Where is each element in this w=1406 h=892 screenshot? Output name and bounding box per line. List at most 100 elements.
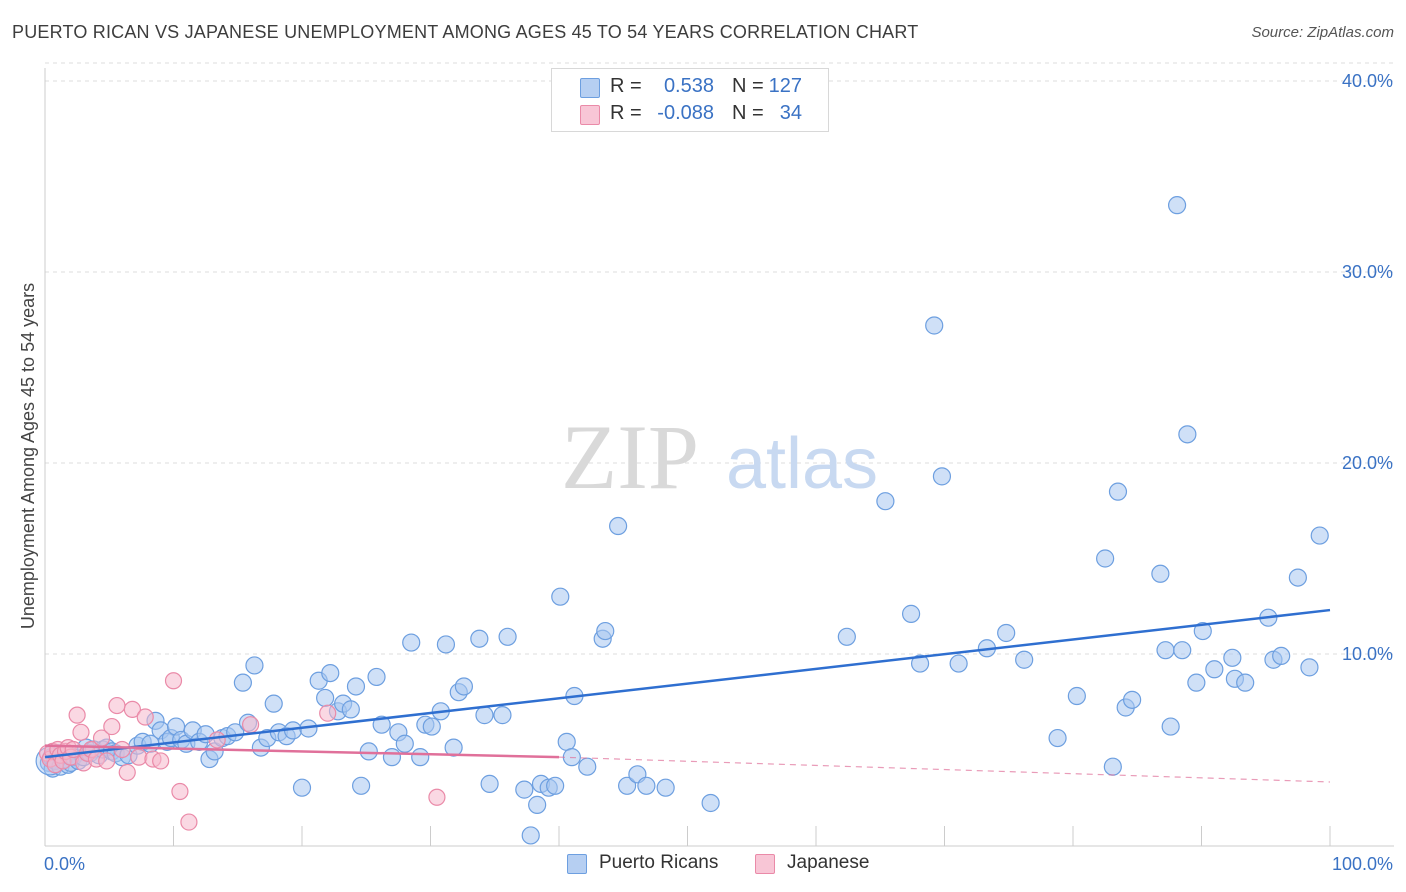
data-point-puerto-ricans — [1288, 568, 1307, 587]
legend-n-value: 34 — [779, 102, 802, 124]
data-point-japanese — [208, 731, 226, 749]
data-point-puerto-ricans — [997, 623, 1016, 643]
data-point-puerto-ricans — [656, 778, 675, 797]
grid — [45, 62, 1394, 655]
tick-labels: 10.0% 20.0% 30.0% 40.0% 0.0% 100.0% — [44, 71, 1393, 874]
data-point-puerto-ricans — [546, 776, 565, 795]
bottom-legend-label: Puerto Ricans — [599, 852, 719, 873]
data-point-puerto-ricans — [1108, 482, 1128, 501]
data-point-puerto-ricans — [1193, 621, 1212, 641]
data-point-japanese — [103, 717, 121, 736]
data-point-puerto-ricans — [321, 663, 340, 683]
legend: R = 0.538 N = 127 R = -0.088 N = 34 — [551, 68, 829, 132]
y-axis-label: Unemployment Among Ages 45 to 54 years — [18, 283, 38, 629]
data-point-puerto-ricans — [876, 492, 895, 511]
data-point-puerto-ricans — [932, 467, 952, 486]
data-point-puerto-ricans — [1300, 658, 1319, 677]
legend-r-value: -0.088 — [657, 102, 714, 124]
data-point-puerto-ricans — [436, 635, 456, 654]
watermark: ZIP atlas — [561, 406, 878, 508]
data-point-puerto-ricans — [557, 732, 576, 751]
x-tick-label: 0.0% — [44, 854, 85, 874]
legend-r-value: 0.538 — [663, 75, 714, 97]
data-point-puerto-ricans — [1205, 660, 1224, 679]
data-point-puerto-ricans — [316, 688, 335, 708]
legend-r-label: R = — [610, 75, 642, 97]
legend-row-japanese: R = -0.088 N = 34 — [552, 102, 828, 128]
data-point-japanese — [136, 708, 154, 726]
data-point-puerto-ricans — [1173, 641, 1192, 660]
data-point-puerto-ricans — [346, 677, 366, 696]
watermark-atlas: atlas — [726, 424, 878, 504]
data-point-japanese — [118, 763, 136, 782]
data-point-puerto-ricans — [551, 587, 570, 606]
data-point-puerto-ricans — [910, 654, 930, 673]
legend-swatch-blue — [580, 78, 600, 98]
trend-line-japanese-extended — [558, 756, 1331, 783]
data-point-puerto-ricans — [233, 673, 252, 692]
trend-line-puerto-ricans — [44, 608, 1331, 759]
data-point-puerto-ricans — [949, 654, 968, 673]
legend-n-label: N = — [732, 75, 764, 97]
data-point-puerto-ricans — [1067, 686, 1086, 706]
data-point-puerto-ricans — [637, 776, 656, 795]
legend-swatch-pink — [580, 105, 600, 125]
data-point-puerto-ricans — [1187, 673, 1206, 692]
data-point-puerto-ricans — [1272, 646, 1291, 666]
data-point-puerto-ricans — [1123, 690, 1142, 709]
data-point-puerto-ricans — [341, 700, 360, 719]
data-point-puerto-ricans — [1310, 526, 1329, 545]
data-point-puerto-ricans — [359, 742, 378, 761]
chart-title: PUERTO RICAN VS JAPANESE UNEMPLOYMENT AM… — [12, 22, 919, 42]
data-point-puerto-ricans — [609, 516, 628, 536]
data-point-japanese — [123, 700, 141, 718]
data-point-puerto-ricans — [701, 793, 720, 813]
data-point-puerto-ricans — [292, 778, 312, 797]
data-point-puerto-ricans — [618, 776, 637, 795]
data-point-puerto-ricans — [444, 738, 463, 757]
data-point-puerto-ricans — [596, 621, 615, 641]
data-point-japanese — [180, 813, 198, 831]
data-point-puerto-ricans — [422, 717, 441, 736]
trend-lines — [44, 608, 1331, 783]
bottom-legend-swatch-blue — [567, 854, 587, 874]
data-point-puerto-ricans — [245, 656, 264, 675]
data-point-japanese — [428, 788, 446, 806]
trend-line-japanese — [44, 744, 560, 759]
data-point-puerto-ricans — [901, 604, 921, 623]
data-point-puerto-ricans — [1178, 425, 1197, 444]
data-point-puerto-ricans — [528, 795, 547, 814]
data-point-japanese — [72, 723, 90, 741]
data-point-puerto-ricans — [475, 706, 494, 725]
data-point-japanese — [164, 672, 183, 690]
data-point-japanese — [171, 782, 189, 801]
data-point-japanese — [242, 716, 260, 734]
data-point-puerto-ricans — [1103, 757, 1122, 776]
data-point-puerto-ricans — [264, 694, 283, 713]
data-point-puerto-ricans — [411, 748, 430, 767]
bottom-legend-swatch-pink — [755, 854, 775, 874]
data-point-puerto-ricans — [382, 748, 402, 767]
source-label: Source: ZipAtlas.com — [1251, 24, 1394, 41]
data-point-puerto-ricans — [402, 633, 421, 652]
data-point-puerto-ricans — [1223, 648, 1242, 667]
data-point-puerto-ricans — [1156, 641, 1175, 660]
data-point-japanese — [108, 696, 126, 715]
data-point-puerto-ricans — [837, 627, 856, 646]
watermark-zip: ZIP — [561, 406, 699, 508]
data-point-puerto-ricans — [1015, 650, 1034, 669]
y-tick-label: 30.0% — [1342, 262, 1393, 282]
legend-row-puerto-ricans: R = 0.538 N = 127 — [552, 75, 828, 101]
legend-r-label: R = — [610, 102, 642, 124]
x-tick-label: 100.0% — [1332, 854, 1393, 874]
data-point-puerto-ricans — [352, 776, 371, 795]
data-point-puerto-ricans — [521, 826, 540, 845]
axes — [44, 68, 1394, 847]
legend-n-value: 127 — [768, 75, 802, 97]
data-point-puerto-ricans — [367, 667, 386, 687]
data-point-puerto-ricans — [454, 677, 474, 696]
data-point-puerto-ricans — [493, 706, 512, 725]
data-point-puerto-ricans — [1151, 564, 1170, 583]
data-point-japanese — [152, 752, 170, 770]
